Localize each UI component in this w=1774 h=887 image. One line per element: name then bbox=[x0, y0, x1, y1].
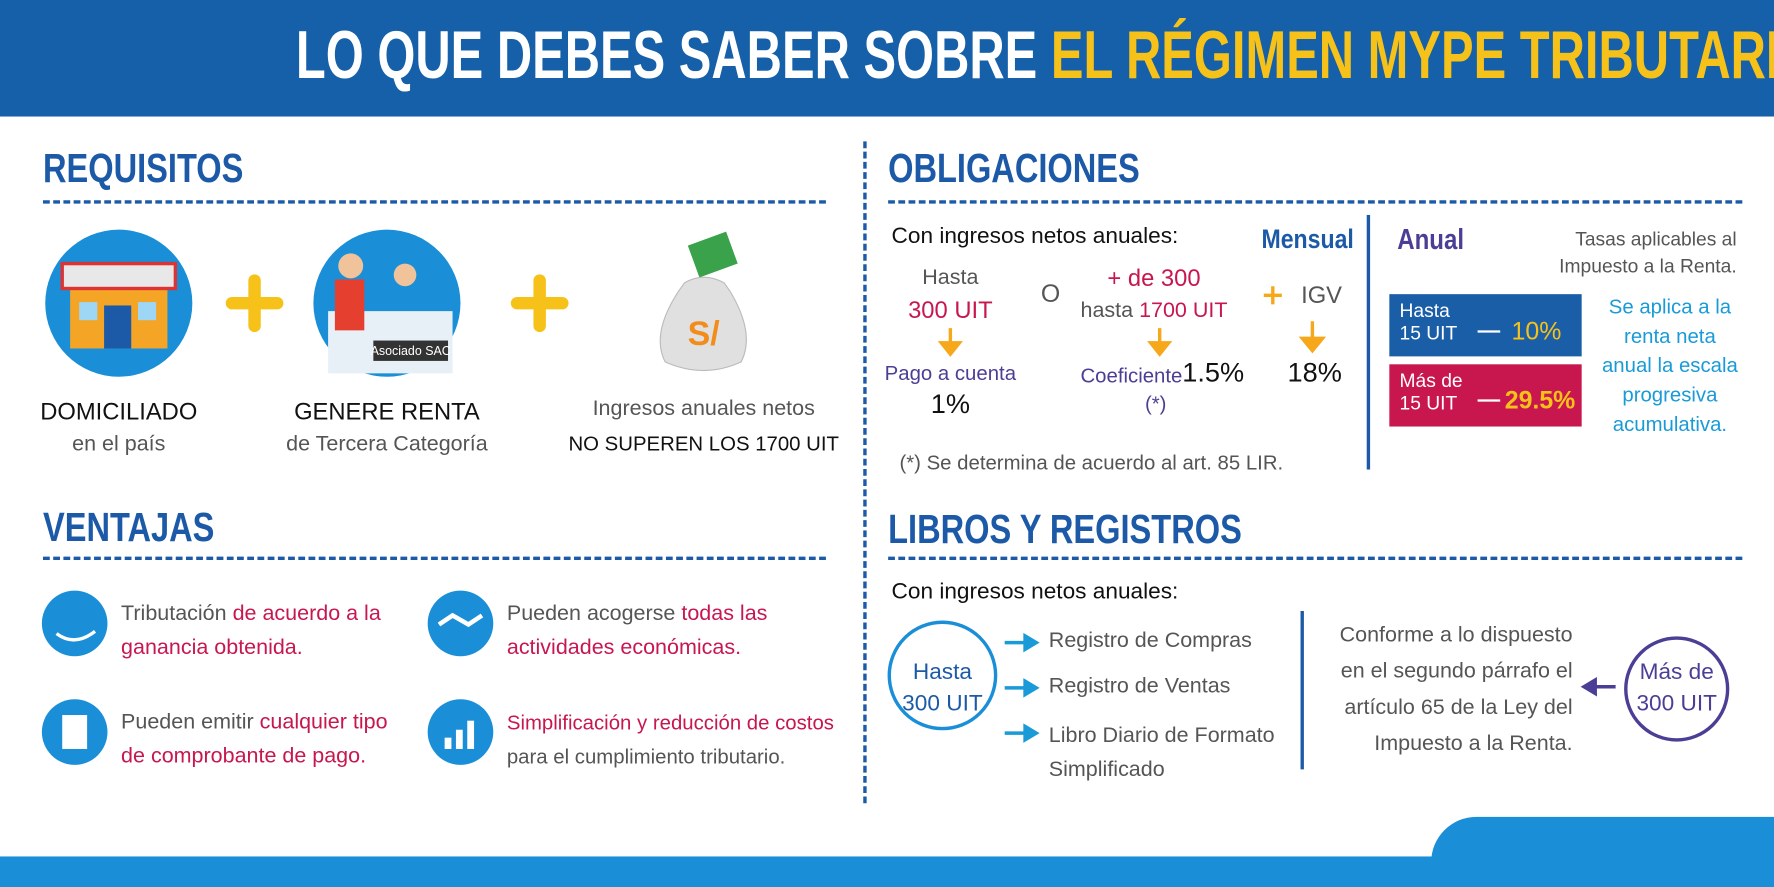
or: O bbox=[1040, 279, 1061, 308]
col1-rate: 1% bbox=[930, 389, 970, 420]
requisitos-icons: Asociado SAC S/ bbox=[45, 229, 747, 377]
igv-rate: 18% bbox=[1287, 357, 1342, 389]
bars bbox=[444, 720, 475, 749]
section-title: OBLIGACIONES bbox=[888, 144, 1140, 192]
text-part: para el cumplimiento tributario. bbox=[506, 745, 786, 769]
separator bbox=[888, 200, 1743, 204]
icon-circle bbox=[41, 590, 108, 657]
title-wrap: LO QUE DEBES SABER SOBRE EL RÉGIMEN MYPE… bbox=[296, 16, 1774, 94]
section-title: LIBROS Y REGISTROS bbox=[888, 505, 1242, 553]
separator bbox=[42, 556, 826, 561]
title-part: LO QUE DEBES SABER SOBRE bbox=[295, 16, 1038, 93]
separator bbox=[42, 200, 826, 204]
text-part: cualquier tipo de comprobante de pago. bbox=[121, 710, 388, 769]
section-title: VENTAJAS bbox=[42, 503, 215, 550]
intro: Con ingresos netos anuales: bbox=[891, 579, 1179, 605]
person bbox=[334, 279, 365, 331]
person bbox=[338, 253, 364, 279]
rate-value: 29.5% bbox=[1504, 385, 1576, 415]
anual: Anual bbox=[1397, 224, 1465, 256]
mensual: Mensual bbox=[1261, 224, 1354, 255]
libros-shapes bbox=[887, 610, 1730, 770]
ventaja-text: Tributación de acuerdo a la ganancia obt… bbox=[121, 597, 393, 665]
awning bbox=[60, 261, 178, 291]
badge bbox=[373, 340, 449, 361]
anual-note: Tasas aplicables al Impuesto a la Renta. bbox=[1559, 228, 1737, 278]
text-part: todas las actividades económicas. bbox=[506, 601, 768, 660]
item-title: GENERE RENTA bbox=[294, 399, 480, 426]
footer-band bbox=[0, 856, 1774, 887]
rate-dash bbox=[1477, 330, 1501, 333]
bag-symbol: S/ bbox=[688, 315, 721, 353]
text-part: Pueden emitir bbox=[121, 710, 254, 735]
ventaja-text: Pueden emitir cualquier tipo de comproba… bbox=[121, 706, 415, 774]
col2-mark: (*) bbox=[1144, 392, 1167, 416]
item-title: Ingresos anuales netos bbox=[592, 397, 815, 421]
plus bbox=[225, 274, 569, 333]
header-title: LO QUE DEBES SABER SOBRE EL RÉGIMEN MYPE… bbox=[0, 16, 1774, 94]
arrow bbox=[937, 286, 1327, 357]
text-part: Tributación bbox=[121, 601, 227, 626]
rate-box bbox=[1389, 294, 1582, 357]
rate-dash bbox=[1477, 399, 1501, 402]
intro: Con ingresos netos anuales: bbox=[891, 224, 1179, 249]
circle bbox=[887, 620, 998, 731]
handshake bbox=[437, 612, 484, 628]
item-subtitle: en el país bbox=[72, 432, 166, 456]
obligaciones-arrows bbox=[937, 286, 1327, 357]
ventajas-icons bbox=[41, 590, 494, 765]
person bbox=[393, 263, 417, 287]
col2-top: + de 300 bbox=[1107, 265, 1201, 292]
paragraph: Conforme a lo dispuesto en el segundo pá… bbox=[1339, 623, 1573, 756]
badge-text: Asociado SAC bbox=[371, 344, 451, 358]
item-subtitle: de Tercera Categoría bbox=[286, 432, 488, 456]
item-title: DOMICILIADO bbox=[40, 399, 198, 426]
text-part: Simplificación y reducción de costos bbox=[506, 711, 834, 735]
title-part: EL RÉGIMEN MYPE TRIBUTARIO bbox=[1050, 16, 1774, 93]
arrow bbox=[1580, 676, 1616, 697]
list-item: Registro de Compras bbox=[1048, 629, 1252, 653]
col1-top: Hasta bbox=[922, 265, 979, 290]
hand bbox=[55, 629, 97, 642]
ventaja-text: Simplificación y reducción de costos par… bbox=[507, 706, 858, 774]
text-part: Pueden acogerse bbox=[506, 601, 676, 626]
col1-limit: 300 UIT bbox=[908, 297, 993, 324]
list-item: Libro Diario de Formato Simplificado bbox=[1048, 724, 1275, 782]
icon-circle bbox=[427, 590, 494, 657]
text-part: 1700 UIT bbox=[1139, 298, 1228, 323]
circle-text: Hasta 300 UIT bbox=[902, 659, 983, 717]
rate-label: Más de 15 UIT bbox=[1399, 369, 1463, 415]
rate-label: Hasta 15 UIT bbox=[1399, 299, 1458, 344]
anual-desc: Se aplica a la renta neta anual la escal… bbox=[1601, 295, 1738, 436]
money-bag bbox=[659, 276, 747, 371]
window bbox=[138, 302, 157, 321]
rate-box bbox=[1389, 364, 1582, 427]
circle bbox=[1624, 636, 1730, 742]
col2-limit: hasta 1700 UIT bbox=[1063, 299, 1244, 324]
note: (*) Se determina de acuerdo al art. 85 L… bbox=[899, 451, 1284, 475]
divider bbox=[1366, 214, 1371, 470]
bill bbox=[687, 231, 738, 278]
igv-label: IGV bbox=[1301, 282, 1343, 309]
door bbox=[104, 305, 132, 349]
text-part: hasta bbox=[1080, 298, 1134, 323]
divider bbox=[863, 141, 867, 804]
ventaja-text: Pueden acogerse todas las actividades ec… bbox=[507, 597, 801, 665]
separator bbox=[888, 556, 1743, 561]
item-subtitle: NO SUPEREN LOS 1700 UIT bbox=[568, 432, 839, 455]
window bbox=[79, 302, 98, 321]
arrow bbox=[1004, 632, 1040, 743]
col2-rate: 1.5% bbox=[1182, 357, 1245, 389]
header-band bbox=[0, 0, 1774, 117]
circle-text: Más de 300 UIT bbox=[1636, 659, 1717, 717]
text-part: de acuerdo a la ganancia obtenida. bbox=[121, 601, 381, 660]
section-title: REQUISITOS bbox=[42, 144, 244, 192]
rate-value: 10% bbox=[1511, 316, 1562, 346]
col2-label: Coeficiente bbox=[1080, 364, 1183, 387]
col1-label: Pago a cuenta bbox=[884, 362, 1017, 385]
document bbox=[62, 715, 88, 749]
list-item: Registro de Ventas bbox=[1048, 674, 1231, 699]
